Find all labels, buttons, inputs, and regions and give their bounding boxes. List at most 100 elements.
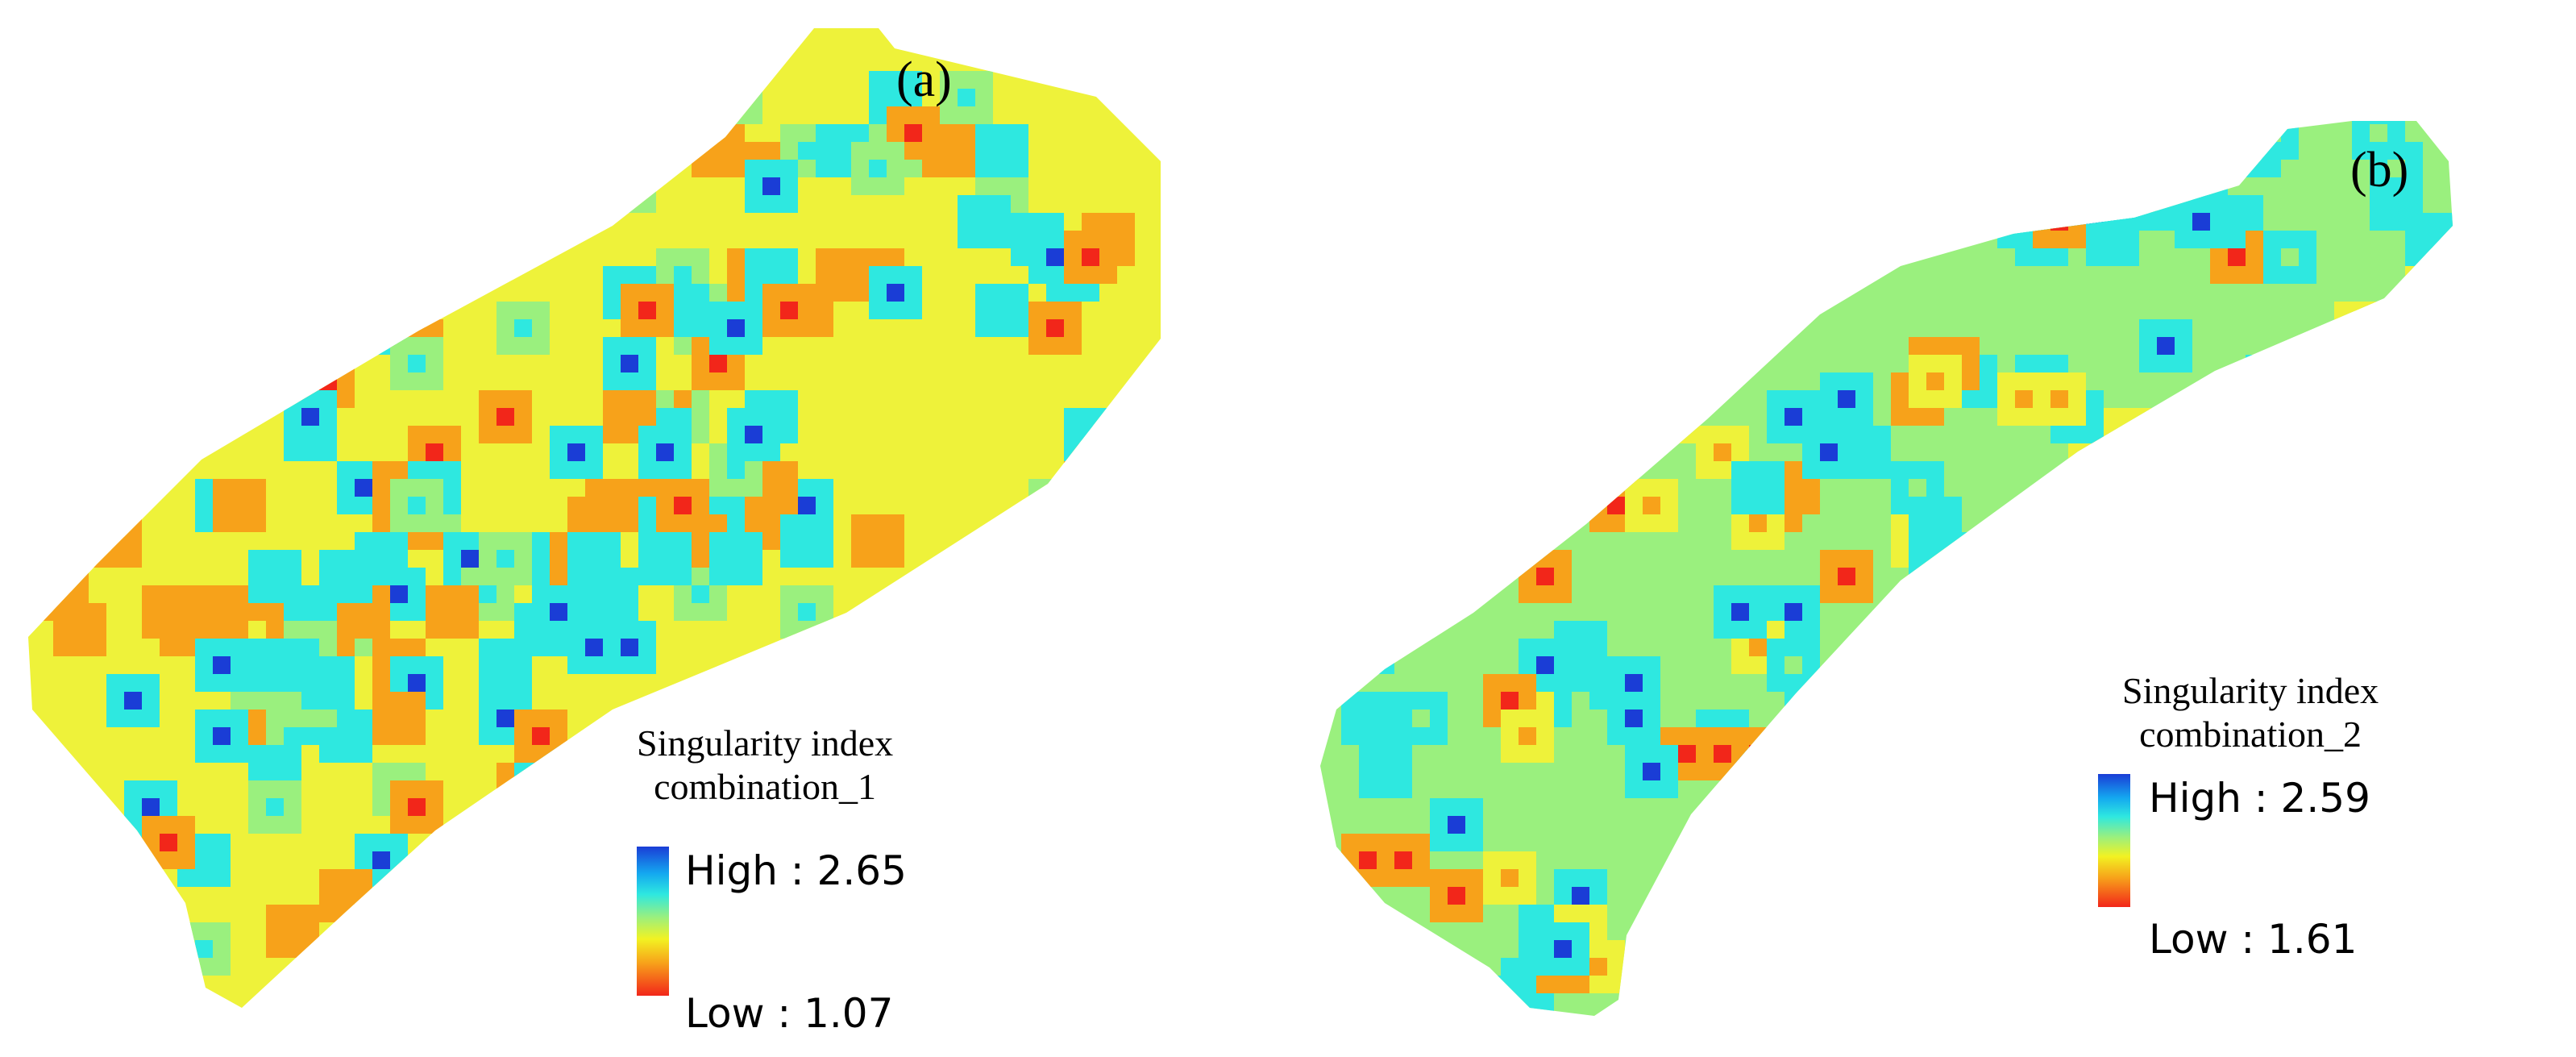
raster-cell (2104, 231, 2121, 248)
raster-cell (2281, 390, 2334, 443)
raster-cell (497, 940, 550, 993)
raster-cell (2157, 337, 2175, 355)
raster-cell (1785, 798, 1838, 851)
raster-cell (231, 302, 284, 355)
raster-cell (550, 958, 567, 976)
raster-cell (1572, 887, 1589, 905)
raster-cell (709, 142, 727, 160)
raster-cell (1855, 443, 1873, 461)
raster-cell (266, 656, 284, 674)
raster-cell (160, 940, 177, 958)
raster-cell (532, 976, 550, 993)
raster-cell (1997, 621, 2050, 674)
raster-cell (674, 302, 692, 319)
raster-cell (2263, 372, 2281, 390)
raster-cell (514, 869, 532, 887)
raster-cell (337, 887, 355, 905)
raster-cell (674, 497, 692, 514)
raster-cell (514, 780, 532, 798)
raster-cell (727, 550, 745, 568)
raster-cell (1359, 710, 1377, 727)
raster-cell (1909, 479, 1926, 497)
raster-cell (1643, 390, 1696, 443)
raster-cell (1082, 426, 1099, 443)
raster-cell (124, 692, 142, 710)
raster-cell (2121, 426, 2139, 443)
raster-cell (2370, 337, 2423, 390)
raster-cell (709, 497, 727, 514)
raster-cell (727, 461, 745, 479)
raster-cell (2423, 461, 2453, 514)
raster-cell (497, 550, 514, 568)
raster-cell (2015, 692, 2033, 710)
raster-cell (2352, 390, 2405, 443)
raster-cell (1660, 390, 1678, 408)
raster-cell (2157, 461, 2175, 479)
raster-cell (2334, 302, 2387, 355)
raster-cell (2370, 355, 2387, 372)
raster-cell (2246, 443, 2263, 461)
raster-cell (319, 372, 337, 390)
raster-cell (674, 266, 692, 284)
raster-cell (2015, 121, 2068, 160)
raster-cell (2352, 372, 2405, 426)
raster-cell (993, 142, 1011, 160)
raster-cell (390, 710, 408, 727)
raster-cell (1926, 568, 1944, 585)
raster-cell (638, 106, 656, 124)
raster-cell (2086, 479, 2104, 497)
raster-cell (1785, 656, 1802, 674)
raster-cell (2263, 124, 2281, 142)
raster-cell (709, 355, 727, 372)
raster-cell (993, 302, 1011, 319)
raster-cell (1714, 834, 1767, 887)
raster-cell (2033, 692, 2050, 710)
raster-cell (372, 319, 390, 337)
raster-cell (798, 692, 816, 710)
raster-cell (2015, 177, 2068, 231)
raster-cell (1714, 443, 1731, 461)
raster-cell (869, 160, 887, 177)
raster-cell (621, 408, 638, 426)
raster-cell (266, 568, 284, 585)
raster-cell (798, 532, 816, 550)
raster-cell (337, 727, 355, 745)
raster-cell (1082, 248, 1099, 266)
raster-cell (1643, 372, 1696, 426)
legend-title-b: Singularity index combination_2 (2122, 669, 2379, 756)
raster-cell (1802, 780, 1820, 798)
raster-cell (301, 408, 319, 426)
raster-cell (532, 727, 550, 745)
raster-cell (532, 940, 585, 993)
raster-cell (638, 302, 656, 319)
raster-cell (1341, 568, 1359, 585)
raster-cell (1625, 408, 1643, 426)
raster-cell (71, 621, 89, 639)
raster-cell (2175, 142, 2228, 195)
raster-cell (1099, 550, 1117, 568)
raster-cell (160, 603, 177, 621)
raster-cell (2068, 674, 2121, 727)
raster-cell (1909, 550, 1962, 603)
raster-cell (2423, 319, 2453, 372)
raster-cell (1997, 177, 2050, 231)
raster-cell (727, 89, 745, 106)
raster-cell (461, 550, 479, 568)
raster-cell (1767, 727, 1820, 780)
raster-cell (1046, 248, 1064, 266)
raster-cell (869, 532, 887, 550)
raster-cell (408, 798, 426, 816)
raster-cell (390, 922, 443, 976)
raster-cell (1749, 639, 1767, 656)
legend-high-b: High : 2.59 (2149, 775, 2370, 822)
raster-cell (301, 302, 319, 319)
raster-cell (2370, 408, 2387, 426)
raster-cell (301, 639, 319, 656)
raster-cell (1643, 763, 1660, 780)
raster-cell (2157, 461, 2210, 514)
raster-cell (1448, 816, 1465, 834)
raster-cell (2104, 142, 2121, 160)
raster-cell (2228, 426, 2281, 479)
raster-cell (1643, 497, 1660, 514)
raster-cell (1962, 532, 2015, 585)
